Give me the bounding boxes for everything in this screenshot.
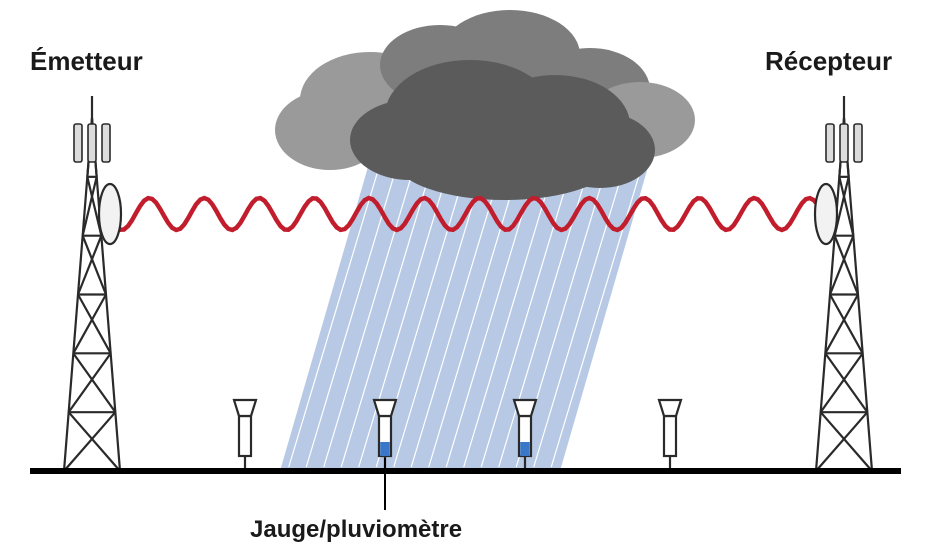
panel-antenna-icon	[826, 124, 834, 162]
gauge-water	[380, 442, 390, 456]
receiver-label-text: Récepteur	[765, 46, 892, 76]
gauge-label: Jauge/pluviomètre	[250, 516, 462, 544]
panel-antenna-icon	[102, 124, 110, 162]
microwave-dish-icon	[815, 184, 837, 244]
receiver-tower	[815, 96, 872, 471]
receiver-label: Récepteur	[765, 46, 892, 77]
rain-gauge-icon	[659, 400, 681, 471]
panel-antenna-icon	[74, 124, 82, 162]
microwave-dish-icon	[99, 184, 121, 244]
clouds	[275, 10, 695, 200]
panel-antenna-icon	[88, 124, 96, 162]
gauge-label-text: Jauge/pluviomètre	[250, 516, 462, 543]
emitter-label-text: Émetteur	[30, 46, 143, 76]
panel-antenna-icon	[854, 124, 862, 162]
emitter-label: Émetteur	[30, 46, 143, 77]
rain-gauge-icon	[234, 400, 256, 471]
panel-antenna-icon	[840, 124, 848, 162]
emitter-tower	[64, 96, 121, 471]
gauge-water	[520, 442, 530, 456]
